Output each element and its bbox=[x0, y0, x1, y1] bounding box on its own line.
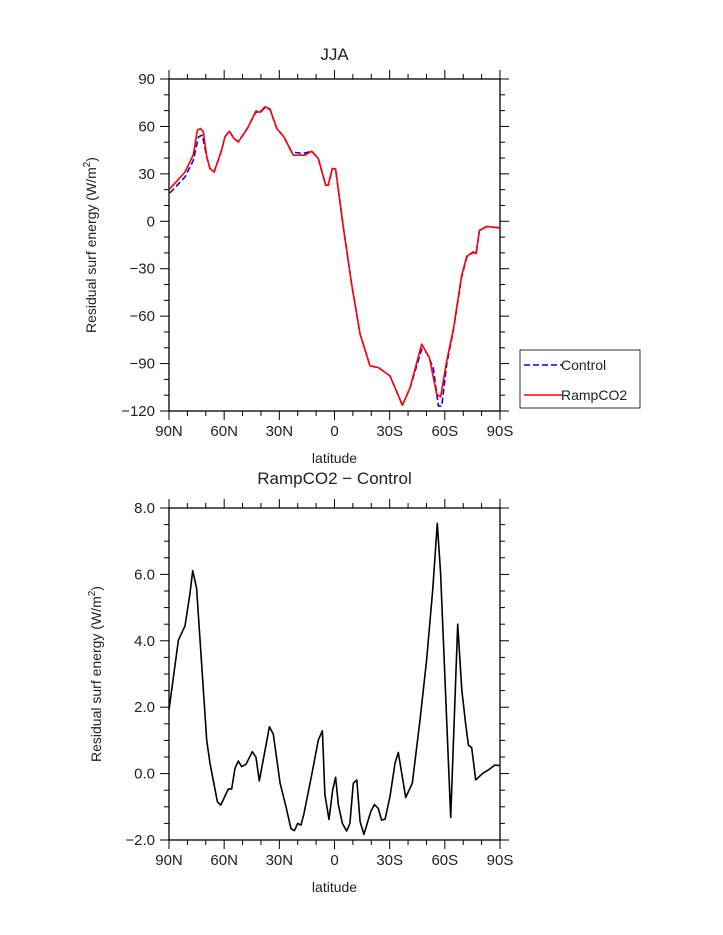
y-tick-label: −120 bbox=[121, 403, 155, 420]
chart-panel-2: RampCO2 − Control 90N 60N 30N 0 30S 60S 90S 8.0 6… bbox=[87, 469, 513, 895]
y-tick-label: 30 bbox=[138, 166, 155, 183]
y-tick-label: −30 bbox=[130, 261, 155, 278]
series-line-control bbox=[169, 106, 500, 408]
y-tick-label: −2.0 bbox=[125, 832, 155, 849]
y-axis-label: Residual surf energy (W/m2) bbox=[82, 157, 99, 333]
chart-title: JJA bbox=[320, 45, 349, 64]
plot-frame bbox=[168, 78, 501, 412]
x-axis-label: latitude bbox=[312, 879, 357, 895]
x-tick-label: 60S bbox=[431, 423, 458, 440]
legend: Control RampCO2 bbox=[519, 349, 641, 409]
x-tick-label: 30N bbox=[266, 423, 294, 440]
y-tick-label: 60 bbox=[138, 118, 155, 135]
y-axis-label-superscript: 2 bbox=[82, 161, 93, 167]
y-axis-label-text: Residual surf energy (W/m bbox=[83, 167, 99, 333]
y-tick-label: 2.0 bbox=[134, 699, 155, 716]
y-axis-label-superscript: 2 bbox=[87, 590, 98, 596]
legend-label: RampCO2 bbox=[561, 387, 627, 403]
x-tick-label: 0 bbox=[330, 852, 338, 869]
x-tick-label: 90N bbox=[155, 852, 183, 869]
x-tick-label: 60N bbox=[210, 852, 238, 869]
y-tick-label: −90 bbox=[130, 356, 155, 373]
legend-label: Control bbox=[561, 357, 606, 373]
x-axis-label: latitude bbox=[312, 450, 357, 466]
chart-panel-1: JJA 90N 60N 30N 0 30S 60S 90S 90 60 30 0 −30 −60 −90 −1… bbox=[82, 45, 641, 466]
x-tick-label: 30N bbox=[266, 852, 294, 869]
y-axis-label: Residual surf energy (W/m2) bbox=[87, 586, 104, 762]
y-tick-label: −60 bbox=[130, 308, 155, 325]
y-tick-label: 8.0 bbox=[134, 500, 155, 517]
y-axis-label-text: Residual surf energy (W/m bbox=[88, 596, 104, 762]
legend-box bbox=[519, 349, 641, 409]
x-tick-label: 90N bbox=[155, 423, 183, 440]
y-tick-label: 4.0 bbox=[134, 633, 155, 650]
x-tick-label: 60S bbox=[431, 852, 458, 869]
y-axis-label-end: ) bbox=[83, 157, 99, 162]
chart-title: RampCO2 − Control bbox=[257, 469, 411, 488]
x-tick-label: 0 bbox=[330, 423, 338, 440]
y-tick-label: 6.0 bbox=[134, 566, 155, 583]
x-tick-label: 60N bbox=[210, 423, 238, 440]
x-tick-label: 30S bbox=[376, 852, 403, 869]
series-line-rampco2-control bbox=[168, 522, 500, 836]
x-tick-label: 30S bbox=[376, 423, 403, 440]
y-tick-label: 0.0 bbox=[134, 766, 155, 783]
x-tick-label: 90S bbox=[487, 852, 514, 869]
series-line-rampco2 bbox=[169, 105, 500, 407]
y-tick-label: 90 bbox=[138, 71, 155, 88]
y-axis-label-end: ) bbox=[88, 586, 104, 591]
y-tick-label: 0 bbox=[147, 213, 155, 230]
x-tick-label: 90S bbox=[487, 423, 514, 440]
